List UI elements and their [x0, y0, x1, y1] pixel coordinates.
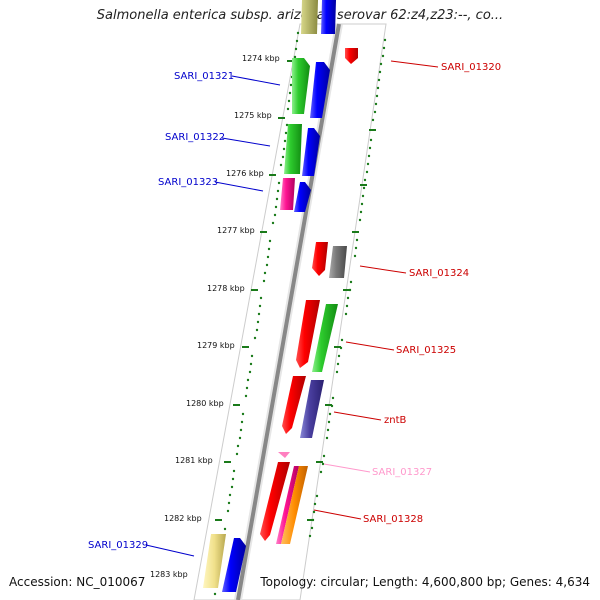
kbp-label-1274: 1274 kbp [242, 54, 280, 63]
leader-line-sari-01327 [323, 463, 371, 473]
gene-label-sari-01325[interactable]: SARI_01325 [396, 345, 456, 356]
gene-sari-01328-orange [281, 466, 308, 544]
leader-line-zntb [333, 411, 382, 421]
right-major-ticks [307, 129, 376, 521]
gene-label-sari-01324[interactable]: SARI_01324 [409, 268, 469, 279]
gene-partial-olive [301, 0, 318, 34]
gene-sari-01329-blue [222, 538, 246, 592]
gene-sari-01328-magenta [276, 466, 299, 544]
right-tick-track [308, 38, 387, 538]
kbp-label-1275: 1275 kbp [234, 111, 272, 120]
kbp-label-1276: 1276 kbp [226, 169, 264, 178]
gene-label-sari-01320[interactable]: SARI_01320 [441, 62, 501, 73]
gene-sari-01322-green [284, 124, 302, 174]
gene-sari-01328-red [260, 462, 290, 541]
gene-label-sari-01321[interactable]: SARI_01321 [174, 71, 234, 82]
gene-sari-01320 [345, 48, 358, 64]
accession-label: Accession: NC_010067 [9, 575, 146, 589]
gene-sari-01327 [278, 452, 290, 458]
leader-line-sari-01325 [345, 341, 395, 351]
kbp-label-1283: 1283 kbp [150, 570, 188, 579]
gene-label-zntb[interactable]: zntB [384, 415, 407, 426]
leader-line-sari-01323 [214, 181, 264, 192]
kbp-label-1280: 1280 kbp [186, 399, 224, 408]
gene-sari-01324-gray [329, 246, 347, 278]
genome-title: Salmonella enterica subsp. arizonae sero… [96, 8, 504, 23]
kbp-label-1279: 1279 kbp [197, 341, 235, 350]
gene-sari-01324-red [312, 242, 328, 276]
kbp-label-1278: 1278 kbp [207, 284, 245, 293]
leader-line-sari-01322 [221, 137, 271, 147]
kbp-label-1281: 1281 kbp [175, 456, 213, 465]
gene-label-sari-01327[interactable]: SARI_01327 [372, 467, 432, 478]
leader-line-sari-01324 [359, 265, 407, 274]
gene-sari-01322-blue [302, 128, 320, 176]
gene-sari-01323-blue [294, 182, 311, 212]
gene-sari-01329-cream [203, 534, 226, 588]
gene-sari-01325-green [312, 304, 338, 372]
gene-label-sari-01328[interactable]: SARI_01328 [363, 514, 423, 525]
gene-label-sari-01323[interactable]: SARI_01323 [158, 177, 218, 188]
gene-sari-01325-red [296, 300, 320, 368]
gene-label-sari-01322[interactable]: SARI_01322 [165, 132, 225, 143]
kbp-label-1277: 1277 kbp [217, 226, 255, 235]
leader-line-sari-01329 [145, 544, 195, 557]
genome-backbone-core [236, 23, 341, 600]
leader-line-sari-01321 [231, 75, 281, 86]
gene-sari-01323-magenta [280, 178, 295, 210]
gene-zntb-purple [300, 380, 324, 438]
topology-label: Topology: circular; Length: 4,600,800 bp… [260, 575, 590, 589]
gene-label-sari-01329[interactable]: SARI_01329 [88, 540, 148, 551]
gene-sari-01321-blue [310, 62, 330, 118]
leader-line-sari-01320 [390, 60, 439, 68]
gene-partial-blue [321, 0, 336, 34]
gene-zntb-red [282, 376, 306, 434]
gene-sari-01321-green [292, 58, 310, 114]
kbp-label-1282: 1282 kbp [164, 514, 202, 523]
leader-line-sari-01328 [313, 509, 362, 520]
